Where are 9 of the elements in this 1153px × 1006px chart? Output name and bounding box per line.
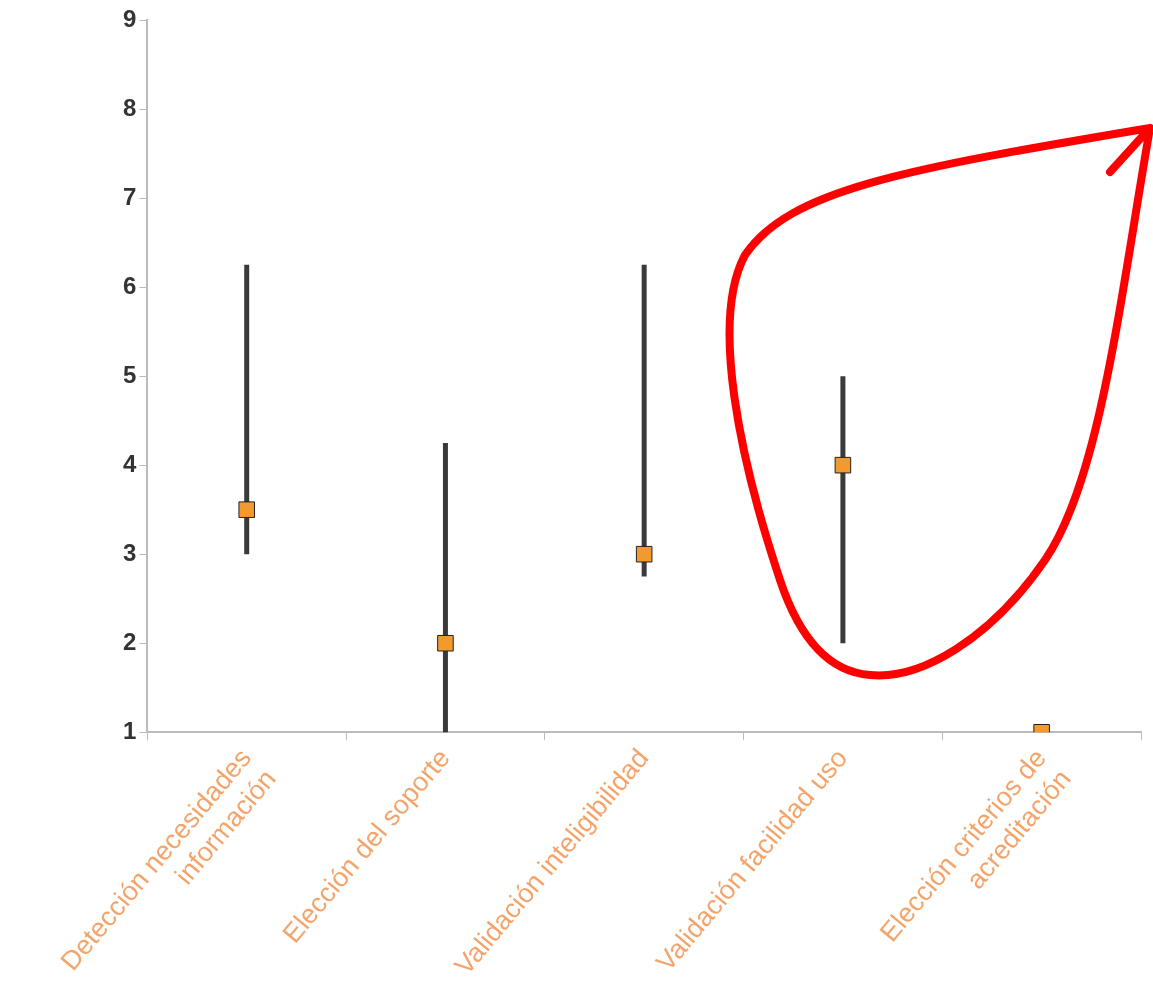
y-tick-label: 4: [122, 449, 137, 477]
y-tick-label: 6: [122, 271, 137, 299]
y-tick-label: 1: [122, 716, 137, 744]
y-tick-label: 5: [122, 360, 137, 388]
y-tick-label: 9: [122, 4, 137, 32]
y-tick-label: 3: [122, 538, 137, 566]
y-tick-label: 2: [122, 627, 137, 655]
y-tick-label: 8: [122, 93, 137, 121]
y-tick-label: 7: [122, 182, 137, 210]
